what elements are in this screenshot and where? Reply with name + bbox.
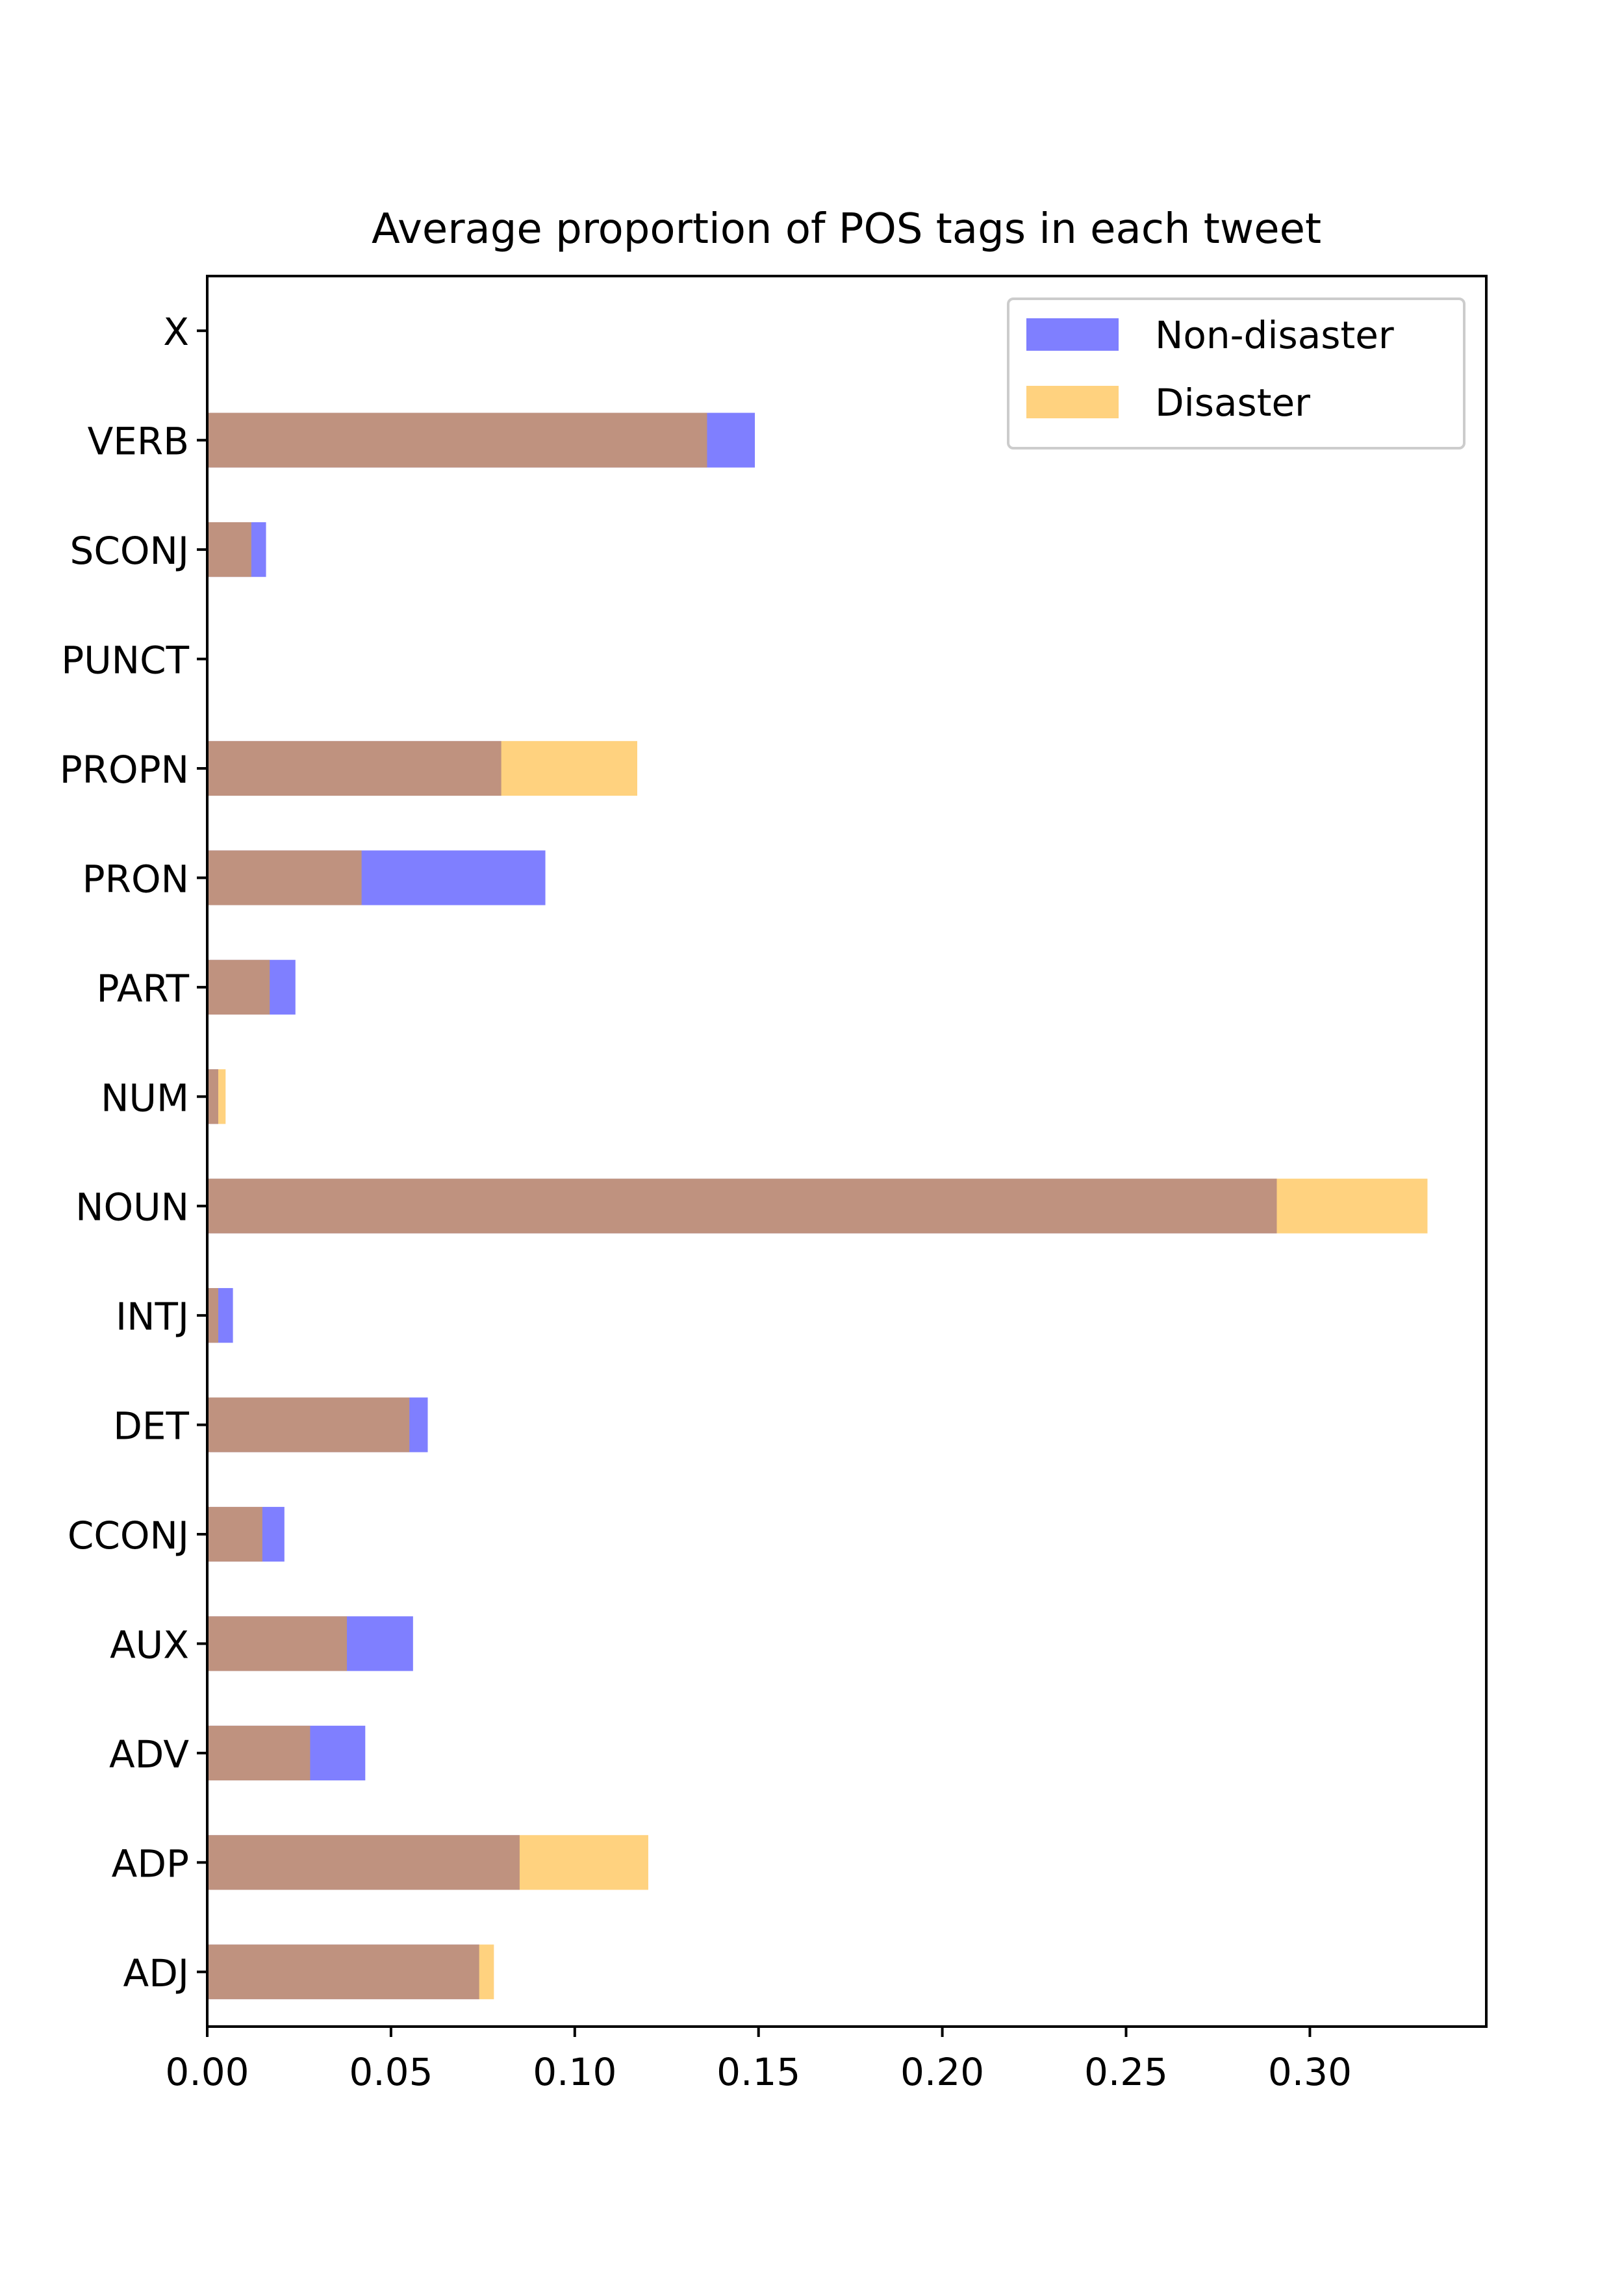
x-tick-label: 0.10: [533, 2050, 616, 2094]
bar-disaster-verb: [207, 412, 707, 468]
legend-label-non-disaster: Non-disaster: [1155, 313, 1394, 357]
y-tick-label: ADJ: [123, 1951, 189, 1995]
y-tick-label: ADP: [112, 1841, 189, 1886]
bar-disaster-noun: [207, 1178, 1428, 1233]
bars-layer: [207, 412, 1428, 1999]
x-tick-label: 0.25: [1084, 2050, 1168, 2094]
legend-box: [1007, 297, 1465, 449]
y-tick-label: PART: [97, 967, 190, 1011]
bar-disaster-adj: [207, 1944, 494, 1999]
bar-disaster-cconj: [207, 1506, 262, 1562]
x-axis: 0.00 0.05 0.10 0.15 0.20 0.25 0.30: [165, 2027, 1352, 2094]
y-tick-label: SCONJ: [70, 529, 189, 573]
y-tick-label: DET: [113, 1404, 189, 1448]
bar-disaster-intj: [207, 1288, 218, 1343]
bar-disaster-adp: [207, 1835, 648, 1890]
x-tick-label: 0.05: [349, 2050, 433, 2094]
y-tick-label: ADV: [109, 1732, 189, 1777]
y-tick-label: CCONJ: [68, 1513, 189, 1558]
bar-disaster-sconj: [207, 522, 251, 577]
y-tick-label: PRON: [82, 857, 189, 901]
bar-disaster-num: [207, 1069, 226, 1124]
chart-title: Average proportion of POS tags in each t…: [372, 205, 1321, 253]
x-tick-label: 0.15: [717, 2050, 800, 2094]
y-tick-label: VERB: [88, 420, 189, 464]
bar-disaster-propn: [207, 740, 637, 796]
y-tick-label: PROPN: [60, 748, 189, 792]
legend-swatch-non-disaster: [1026, 318, 1119, 351]
bar-disaster-part: [207, 959, 270, 1015]
bar-disaster-aux: [207, 1616, 348, 1671]
bar-disaster-pron: [207, 850, 362, 905]
y-tick-label: NUM: [101, 1076, 189, 1120]
bar-disaster-det: [207, 1397, 410, 1452]
y-tick-label: NOUN: [75, 1185, 189, 1230]
legend-swatch-disaster: [1026, 386, 1119, 418]
y-tick-label: AUX: [110, 1623, 189, 1667]
y-tick-label: INTJ: [116, 1295, 189, 1339]
plot-frame: [206, 275, 1488, 2028]
x-tick-label: 0.30: [1268, 2050, 1352, 2094]
bar-disaster-adv: [207, 1725, 311, 1781]
x-tick-label: 0.20: [900, 2050, 984, 2094]
y-tick-label: X: [163, 310, 189, 354]
x-tick-label: 0.00: [165, 2050, 249, 2094]
y-axis: ADJ ADP ADV AUX CCONJ DET INTJ NOUN NUM PART PRON P…: [60, 310, 207, 1995]
y-tick-label: PUNCT: [61, 639, 189, 683]
legend: Non-disaster Disaster: [1007, 297, 1465, 449]
legend-label-disaster: Disaster: [1155, 381, 1310, 425]
